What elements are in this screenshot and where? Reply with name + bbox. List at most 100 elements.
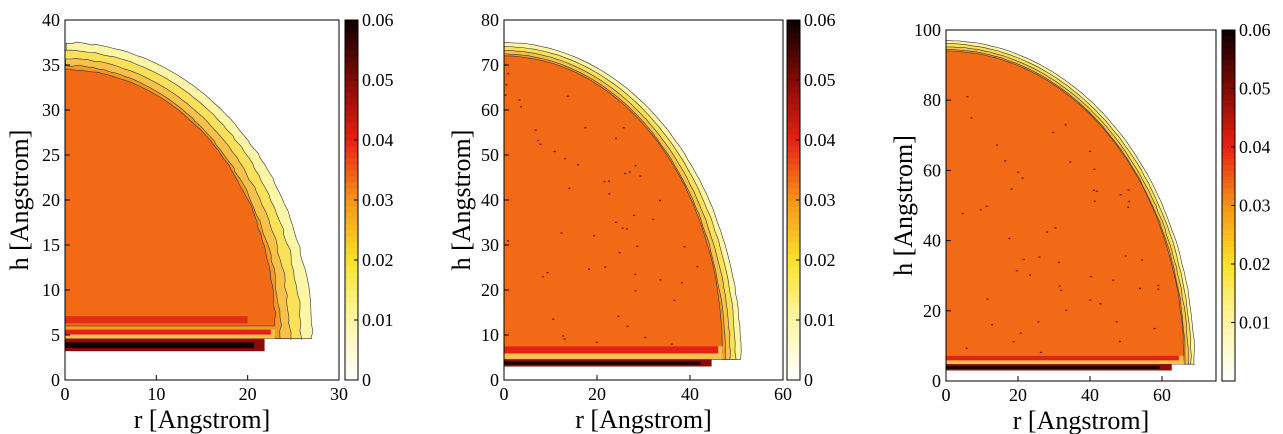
colorbar-segment bbox=[345, 338, 358, 345]
colorbar-tick-label: 0.05 bbox=[362, 70, 394, 90]
speck bbox=[659, 279, 662, 281]
colorbar-tick-label: 0 bbox=[804, 370, 813, 390]
colorbar-segment bbox=[787, 194, 800, 201]
y-tick-label: 100 bbox=[914, 20, 941, 40]
colorbar-segment bbox=[787, 92, 800, 99]
speck bbox=[519, 106, 522, 108]
colorbar-segment bbox=[787, 236, 800, 243]
speck bbox=[608, 180, 611, 182]
speck bbox=[1037, 321, 1040, 323]
colorbar-segment bbox=[1222, 111, 1235, 119]
speck bbox=[1092, 189, 1095, 191]
colorbar-segment bbox=[345, 44, 358, 51]
colorbar-segment bbox=[787, 182, 800, 189]
colorbar-segment bbox=[1222, 264, 1235, 271]
colorbar-segment bbox=[1222, 340, 1235, 347]
colorbar-tick-label: 0 bbox=[362, 370, 371, 390]
speck bbox=[563, 338, 566, 340]
colorbar-segment bbox=[345, 218, 358, 225]
y-tick-label: 60 bbox=[923, 160, 941, 180]
colorbar-segment bbox=[345, 116, 358, 123]
colorbar-segment bbox=[345, 110, 358, 117]
speck bbox=[1064, 124, 1067, 126]
speck bbox=[1124, 255, 1127, 257]
y-tick-label: 20 bbox=[923, 301, 941, 321]
speck bbox=[670, 343, 673, 345]
y-tick-label: 80 bbox=[481, 10, 499, 30]
x-tick-label: 20 bbox=[1009, 385, 1027, 405]
speck bbox=[568, 187, 571, 189]
speck bbox=[1112, 279, 1115, 281]
colorbar-segment bbox=[787, 74, 800, 81]
speck bbox=[1028, 274, 1031, 276]
colorbar-tick-label: 0.05 bbox=[1239, 79, 1271, 99]
colorbar-segment bbox=[345, 140, 358, 147]
colorbar-segment bbox=[1222, 70, 1235, 78]
colorbar-segment bbox=[345, 146, 358, 153]
x-tick-label: 20 bbox=[588, 384, 606, 404]
speck bbox=[1127, 200, 1130, 203]
speck bbox=[1095, 190, 1098, 192]
colorbar-segment bbox=[1222, 304, 1235, 312]
speck bbox=[1153, 327, 1156, 330]
colorbar-segment bbox=[1222, 345, 1235, 353]
speck bbox=[624, 172, 627, 175]
colorbar-segment bbox=[1222, 76, 1235, 84]
colorbar-segment bbox=[787, 302, 800, 309]
colorbar-tick-label: 0.03 bbox=[804, 190, 836, 210]
speck bbox=[636, 245, 639, 247]
colorbar-tick-label: 0.01 bbox=[1239, 313, 1271, 333]
colorbar-segment bbox=[787, 122, 800, 129]
colorbar-segment bbox=[787, 152, 800, 159]
x-tick-label: 0 bbox=[942, 385, 951, 405]
colorbar-segment bbox=[1222, 363, 1235, 370]
speck bbox=[961, 212, 964, 215]
colorbar-segment bbox=[1222, 269, 1235, 277]
y-tick-label: 10 bbox=[481, 325, 499, 345]
colorbar-segment bbox=[345, 230, 358, 237]
speck bbox=[553, 150, 556, 153]
colorbar-segment bbox=[345, 26, 358, 33]
colorbar-segment bbox=[1222, 310, 1235, 318]
colorbar-segment bbox=[787, 326, 800, 333]
speck bbox=[1065, 309, 1068, 312]
colorbar-segment bbox=[345, 326, 358, 333]
colorbar-tick-label: 0.05 bbox=[804, 70, 836, 90]
colorbar-segment bbox=[345, 260, 358, 267]
speck bbox=[634, 273, 637, 276]
colorbar-segment bbox=[1222, 147, 1235, 154]
colorbar-segment bbox=[1222, 258, 1235, 265]
colorbar-segment bbox=[345, 296, 358, 303]
y-tick-label: 30 bbox=[481, 235, 499, 255]
speck bbox=[566, 95, 569, 97]
colorbar-segment bbox=[345, 242, 358, 249]
x-axis-label: r [Angstrom] bbox=[134, 405, 270, 434]
colorbar-segment bbox=[1222, 117, 1235, 125]
colorbar-segment bbox=[345, 314, 358, 321]
speck bbox=[552, 318, 555, 320]
colorbar-segment bbox=[1222, 205, 1235, 212]
speck bbox=[965, 347, 968, 349]
y-tick-label: 60 bbox=[481, 100, 499, 120]
colorbar-segment bbox=[345, 248, 358, 255]
colorbar-segment bbox=[1222, 351, 1235, 359]
speck bbox=[584, 127, 587, 129]
colorbar-segment bbox=[345, 374, 358, 381]
colorbar-segment bbox=[345, 272, 358, 279]
colorbar-segment bbox=[1222, 100, 1235, 107]
speck bbox=[604, 266, 607, 268]
colorbar-segment bbox=[1222, 316, 1235, 323]
speck bbox=[970, 117, 973, 119]
speck bbox=[506, 240, 509, 242]
speck bbox=[1089, 150, 1092, 153]
speck bbox=[1093, 168, 1096, 170]
colorbar-segment bbox=[1222, 328, 1235, 335]
y-tick-label: 40 bbox=[923, 231, 941, 251]
speck bbox=[504, 94, 507, 96]
colorbar-segment bbox=[1222, 59, 1235, 66]
speck bbox=[603, 180, 606, 183]
colorbar-segment bbox=[1222, 252, 1235, 259]
colorbar-segment bbox=[1222, 199, 1235, 206]
colorbar-segment bbox=[345, 176, 358, 183]
colorbar-segment bbox=[1222, 182, 1235, 189]
